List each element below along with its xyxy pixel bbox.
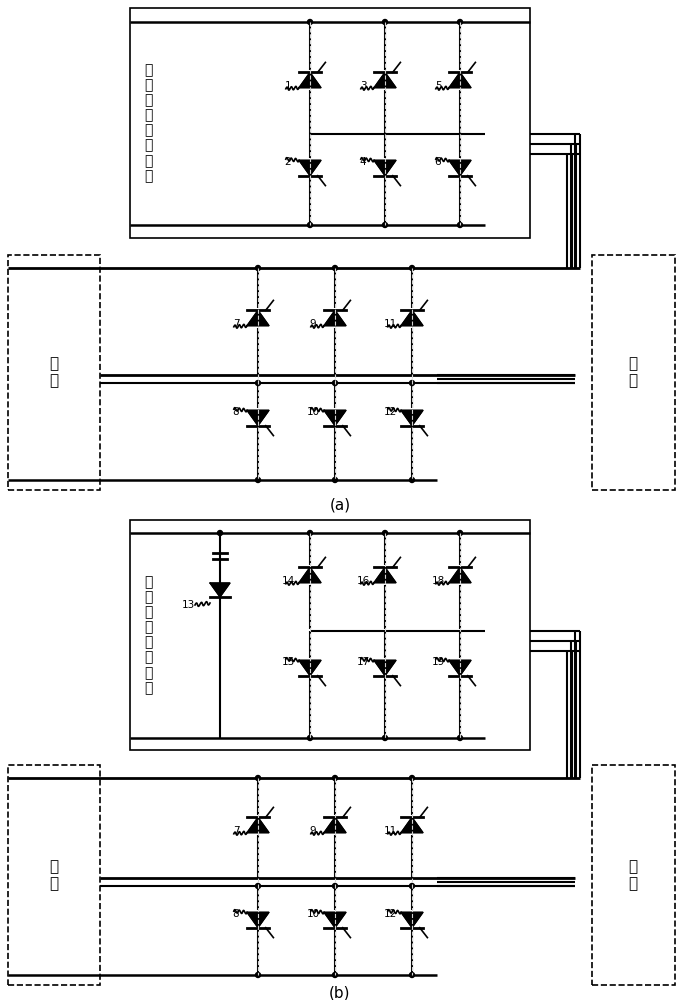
Text: 电
源: 电 源 bbox=[49, 859, 59, 891]
Polygon shape bbox=[299, 160, 321, 176]
Bar bbox=[130, 520, 530, 750]
Text: 9: 9 bbox=[310, 826, 316, 836]
Polygon shape bbox=[401, 817, 423, 833]
Polygon shape bbox=[374, 567, 396, 583]
Polygon shape bbox=[324, 410, 346, 426]
Polygon shape bbox=[449, 160, 471, 176]
Circle shape bbox=[458, 736, 462, 740]
Polygon shape bbox=[247, 310, 269, 326]
Bar bbox=[130, 8, 530, 238]
Circle shape bbox=[410, 884, 415, 888]
Polygon shape bbox=[247, 817, 269, 833]
Bar bbox=[592, 255, 675, 490]
Polygon shape bbox=[401, 912, 423, 928]
Circle shape bbox=[332, 380, 337, 385]
Polygon shape bbox=[449, 660, 471, 676]
Circle shape bbox=[382, 530, 388, 536]
Circle shape bbox=[256, 265, 261, 270]
Polygon shape bbox=[401, 310, 423, 326]
Circle shape bbox=[382, 223, 388, 228]
Polygon shape bbox=[324, 310, 346, 326]
Polygon shape bbox=[324, 912, 346, 928]
Text: 2: 2 bbox=[285, 157, 291, 167]
Circle shape bbox=[308, 530, 313, 536]
Text: 9: 9 bbox=[310, 319, 316, 329]
Text: 1: 1 bbox=[285, 81, 291, 91]
Text: 10: 10 bbox=[306, 909, 319, 919]
Circle shape bbox=[458, 223, 462, 228]
Polygon shape bbox=[210, 583, 230, 597]
Polygon shape bbox=[374, 72, 396, 88]
Text: 16: 16 bbox=[356, 576, 369, 586]
Text: 4: 4 bbox=[360, 157, 367, 167]
Polygon shape bbox=[324, 817, 346, 833]
Text: 电
机: 电 机 bbox=[629, 356, 637, 388]
Circle shape bbox=[256, 478, 261, 483]
Circle shape bbox=[332, 884, 337, 888]
Text: 可
消
耗
电
能
的
装
置: 可 消 耗 电 能 的 装 置 bbox=[144, 63, 152, 183]
Polygon shape bbox=[299, 660, 321, 676]
Circle shape bbox=[256, 972, 261, 978]
Polygon shape bbox=[374, 160, 396, 176]
Bar bbox=[8, 765, 100, 985]
Circle shape bbox=[308, 223, 313, 228]
Text: 3: 3 bbox=[360, 81, 367, 91]
Polygon shape bbox=[449, 567, 471, 583]
Text: 11: 11 bbox=[383, 826, 397, 836]
Circle shape bbox=[410, 478, 415, 483]
Text: 电
机: 电 机 bbox=[629, 859, 637, 891]
Text: 7: 7 bbox=[233, 826, 239, 836]
Text: 8: 8 bbox=[233, 909, 239, 919]
Polygon shape bbox=[299, 567, 321, 583]
Text: 8: 8 bbox=[233, 407, 239, 417]
Text: 19: 19 bbox=[432, 657, 445, 667]
Text: (b): (b) bbox=[329, 986, 351, 1000]
Text: 10: 10 bbox=[306, 407, 319, 417]
Circle shape bbox=[332, 478, 337, 483]
Circle shape bbox=[382, 19, 388, 24]
Text: 7: 7 bbox=[233, 319, 239, 329]
Circle shape bbox=[410, 265, 415, 270]
Polygon shape bbox=[449, 72, 471, 88]
Polygon shape bbox=[374, 660, 396, 676]
Polygon shape bbox=[247, 912, 269, 928]
Circle shape bbox=[218, 530, 222, 536]
Text: 18: 18 bbox=[432, 576, 445, 586]
Text: 15: 15 bbox=[281, 657, 295, 667]
Text: 13: 13 bbox=[181, 600, 195, 610]
Text: 11: 11 bbox=[383, 319, 397, 329]
Circle shape bbox=[308, 736, 313, 740]
Circle shape bbox=[458, 19, 462, 24]
Circle shape bbox=[382, 736, 388, 740]
Polygon shape bbox=[247, 410, 269, 426]
Circle shape bbox=[256, 884, 261, 888]
Text: 电
源: 电 源 bbox=[49, 356, 59, 388]
Text: 14: 14 bbox=[281, 576, 295, 586]
Circle shape bbox=[332, 776, 337, 780]
Bar bbox=[8, 255, 100, 490]
Text: 17: 17 bbox=[356, 657, 369, 667]
Polygon shape bbox=[299, 72, 321, 88]
Circle shape bbox=[458, 530, 462, 536]
Bar bbox=[592, 765, 675, 985]
Circle shape bbox=[256, 776, 261, 780]
Text: 6: 6 bbox=[435, 157, 441, 167]
Text: (a): (a) bbox=[330, 497, 351, 512]
Circle shape bbox=[410, 776, 415, 780]
Text: 12: 12 bbox=[383, 407, 397, 417]
Text: 12: 12 bbox=[383, 909, 397, 919]
Circle shape bbox=[332, 265, 337, 270]
Circle shape bbox=[410, 380, 415, 385]
Circle shape bbox=[256, 380, 261, 385]
Text: 5: 5 bbox=[435, 81, 441, 91]
Circle shape bbox=[332, 972, 337, 978]
Polygon shape bbox=[401, 410, 423, 426]
Circle shape bbox=[410, 972, 415, 978]
Circle shape bbox=[308, 19, 313, 24]
Text: 可
消
耗
电
能
的
装
置: 可 消 耗 电 能 的 装 置 bbox=[144, 575, 152, 695]
